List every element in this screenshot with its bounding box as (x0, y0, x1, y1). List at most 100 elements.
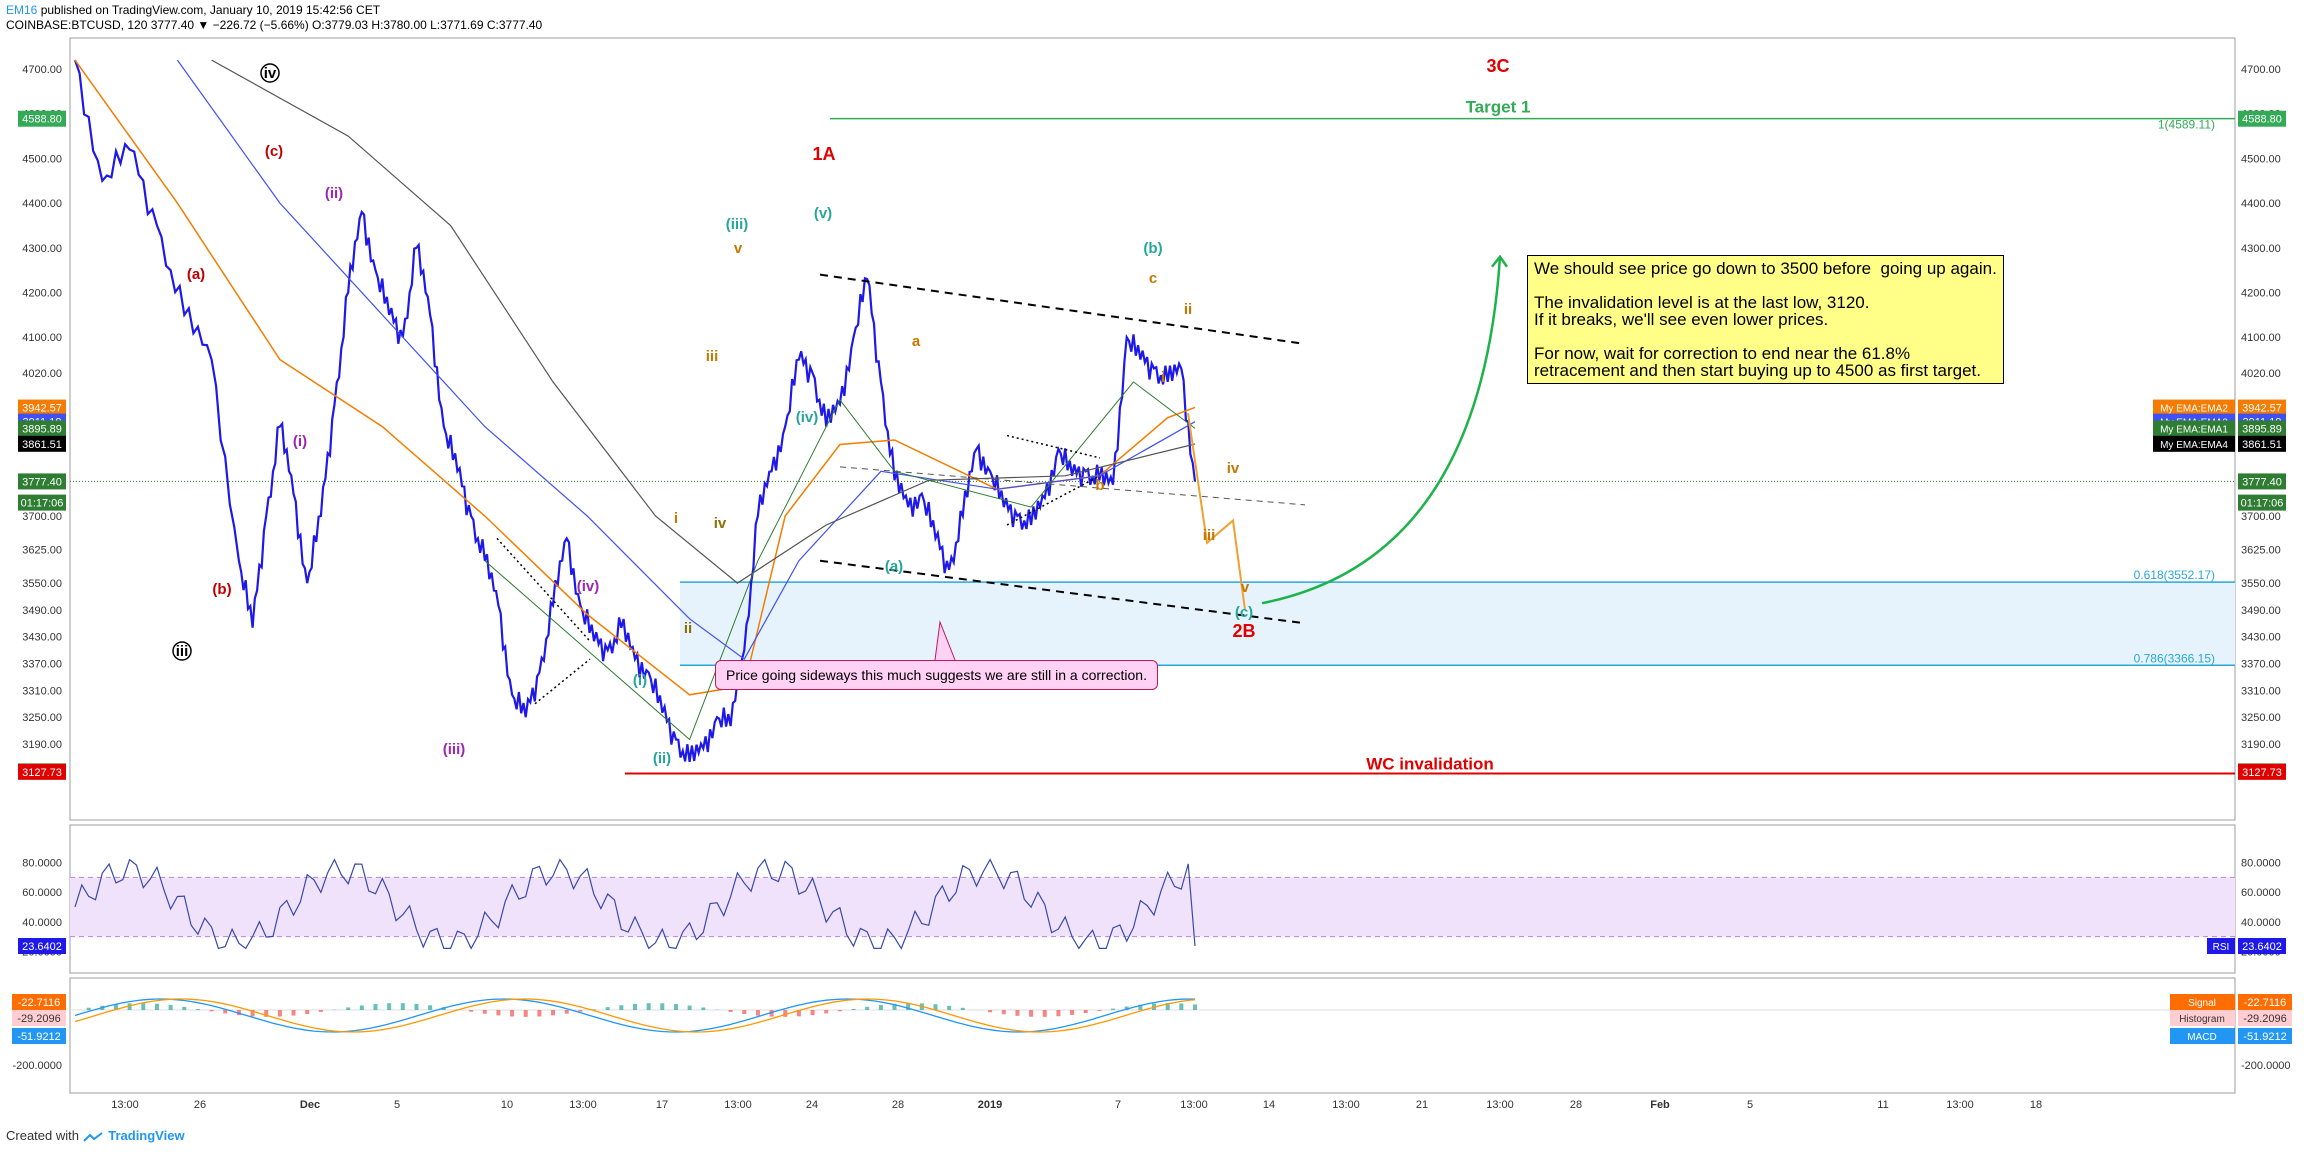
ema3-line (176, 59, 1196, 660)
wave-label: (c) (265, 143, 283, 160)
rsi-left-badge (18, 938, 66, 955)
y-tick-left: 4700.00 (22, 64, 62, 76)
wave-label: (i) (633, 672, 647, 689)
x-tick: 13:00 (724, 1099, 752, 1111)
y-tick-left: 3700.00 (22, 511, 62, 523)
macd-histogram-bar (742, 1010, 747, 1015)
macd-histogram-bar (660, 1003, 665, 1010)
y-tick-right: 3310.00 (2241, 685, 2281, 697)
y-tick-right: 3370.00 (2241, 659, 2281, 671)
macd-tick-right: -200.0000 (2241, 1060, 2291, 1072)
macd-histogram-bar (1042, 1010, 1047, 1017)
macd-name-badge-text: MACD (2187, 1032, 2216, 1043)
left-price-badge (18, 399, 66, 416)
macd-name-badge-text: Signal (2188, 998, 2216, 1009)
macd-histogram-bar (1029, 1010, 1034, 1017)
macd-histogram-bar (1001, 1010, 1006, 1015)
wave-label: (a) (885, 558, 903, 575)
macd-name-badge (2170, 1010, 2235, 1026)
macd-left-badge-text: -22.7116 (18, 997, 61, 1009)
macd-histogram-bar (592, 1009, 597, 1010)
y-tick-right: 3700.00 (2241, 511, 2281, 523)
author-link[interactable]: EM16 (6, 3, 38, 17)
rsi-tick-right: 80.0000 (2241, 858, 2281, 870)
right-price-badge (2238, 763, 2286, 780)
sideways-callout[interactable]: Price going sideways this much suggests … (715, 660, 1158, 690)
macd-histogram-bar (1124, 1006, 1129, 1010)
macd-histogram-bar (878, 1004, 883, 1010)
macd-histogram-bar (564, 1010, 569, 1014)
y-tick-left: 3190.00 (22, 739, 62, 751)
macd-histogram-bar (113, 1004, 118, 1010)
macd-histogram-bar (127, 1003, 132, 1010)
dotted-triangles (496, 434, 1101, 705)
footer: Created with TradingView (6, 1128, 185, 1143)
target1-label: Target 1 (1466, 98, 1531, 117)
x-tick: 5 (1747, 1099, 1753, 1111)
macd-histogram-bar (305, 1010, 310, 1014)
macd-right-badge (2238, 1010, 2292, 1026)
macd-line (74, 998, 1196, 1033)
macd-histogram-bar (578, 1010, 583, 1012)
x-tick: 24 (806, 1099, 818, 1111)
macd-histogram-bar (824, 1010, 829, 1014)
price-series (73, 59, 1197, 763)
wave-label: v (734, 240, 743, 257)
macd-histogram-bar (523, 1010, 528, 1017)
rsi-name-badge (2207, 938, 2235, 955)
macd-histogram-bar (551, 1010, 556, 1016)
right-price-badge-text: 4588.80 (2242, 114, 2282, 126)
right-price-badge-text: 3777.40 (2242, 476, 2282, 488)
wave-label: (iv) (796, 409, 819, 426)
right-price-badge (2238, 473, 2286, 490)
rsi-tick-right: 40.0000 (2241, 917, 2281, 929)
macd-histogram-bar (182, 1006, 187, 1010)
left-price-badge-text: 3127.73 (22, 767, 62, 779)
ema-badge-label: My EMA:EMA1 (2160, 424, 2228, 435)
y-tick-right: 4300.00 (2241, 243, 2281, 255)
y-tick-left: 3370.00 (22, 659, 62, 671)
wave-label: (i) (293, 433, 307, 450)
wave-label: 3C (1486, 56, 1509, 76)
macd-histogram-bar (728, 1010, 733, 1012)
macd-histogram-bar (168, 1005, 173, 1010)
rsi-tick-right: 60.0000 (2241, 887, 2281, 899)
wave-label: i (1161, 369, 1165, 386)
right-price-badge-text: 3861.51 (2242, 439, 2282, 451)
wave-label: 2B (1232, 621, 1255, 641)
right-price-badge (2238, 399, 2286, 416)
macd-histogram-bar (510, 1010, 515, 1017)
y-tick-right: 4500.00 (2241, 153, 2281, 165)
macd-histogram-bar (1070, 1010, 1075, 1015)
left-price-badge-text: 3777.40 (22, 476, 62, 488)
created-with-text: Created with (6, 1128, 79, 1143)
right-price-badge-text: 3942.57 (2242, 403, 2282, 415)
tradingview-link[interactable]: TradingView (108, 1128, 185, 1143)
recovery-arrowhead (1491, 254, 1509, 268)
macd-histogram-bar (701, 1007, 706, 1010)
macd-histogram-bar (277, 1010, 282, 1017)
callout-pointer (934, 620, 956, 661)
x-tick: 13:00 (1946, 1099, 1974, 1111)
ema4-line (211, 59, 1196, 584)
y-tick-right: 3490.00 (2241, 605, 2281, 617)
y-tick-right: 4200.00 (2241, 288, 2281, 300)
macd-histogram-bar (933, 1004, 938, 1010)
macd-histogram-bar (496, 1010, 501, 1016)
macd-histogram-bar (1056, 1010, 1061, 1017)
x-tick: Dec (300, 1099, 320, 1111)
wave-label: i (674, 510, 678, 527)
wave-label: c (1149, 270, 1157, 287)
right-price-badge (2238, 435, 2286, 452)
wave-label-circle (172, 641, 192, 661)
wave-label: (b) (212, 581, 231, 598)
macd-histogram-bar (400, 1003, 405, 1010)
analysis-note[interactable]: We should see price go down to 3500 befo… (1527, 255, 2004, 384)
wave-label: (ii) (653, 750, 671, 767)
macd-histogram-bar (1015, 1010, 1020, 1016)
y-tick-right: 3190.00 (2241, 739, 2281, 751)
macd-histogram-bar (796, 1010, 801, 1017)
y-tick-left: 4200.00 (22, 288, 62, 300)
channel-mid (839, 466, 1306, 506)
